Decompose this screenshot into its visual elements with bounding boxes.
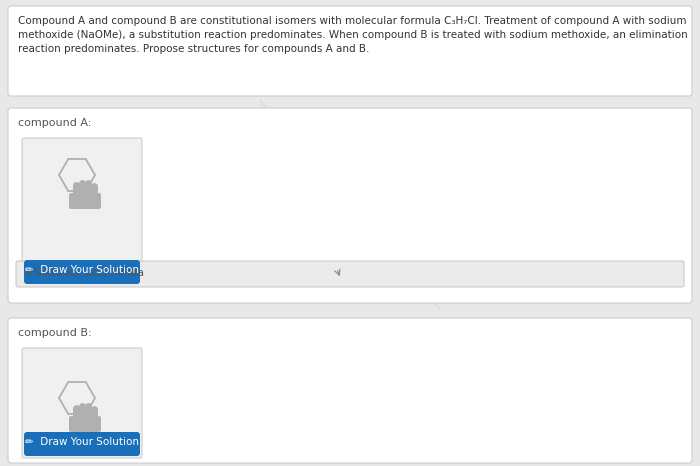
FancyBboxPatch shape (22, 138, 142, 286)
Text: ✏  Draw Your Solution: ✏ Draw Your Solution (25, 265, 139, 275)
FancyBboxPatch shape (22, 348, 142, 458)
Text: compound A:: compound A: (18, 118, 92, 128)
FancyBboxPatch shape (8, 108, 692, 303)
FancyBboxPatch shape (24, 432, 140, 456)
Text: compound B:: compound B: (18, 328, 92, 338)
Text: ✏  Draw Your Solution: ✏ Draw Your Solution (25, 437, 139, 447)
FancyBboxPatch shape (69, 416, 101, 432)
Text: Compound A and compound B are constitutional isomers with molecular formula C₃H₇: Compound A and compound B are constituti… (18, 16, 687, 54)
Text: eTextbook and Media: eTextbook and Media (26, 268, 144, 278)
FancyBboxPatch shape (69, 193, 101, 209)
FancyBboxPatch shape (8, 318, 692, 463)
FancyBboxPatch shape (24, 260, 140, 284)
FancyBboxPatch shape (16, 261, 684, 287)
FancyBboxPatch shape (8, 6, 692, 96)
